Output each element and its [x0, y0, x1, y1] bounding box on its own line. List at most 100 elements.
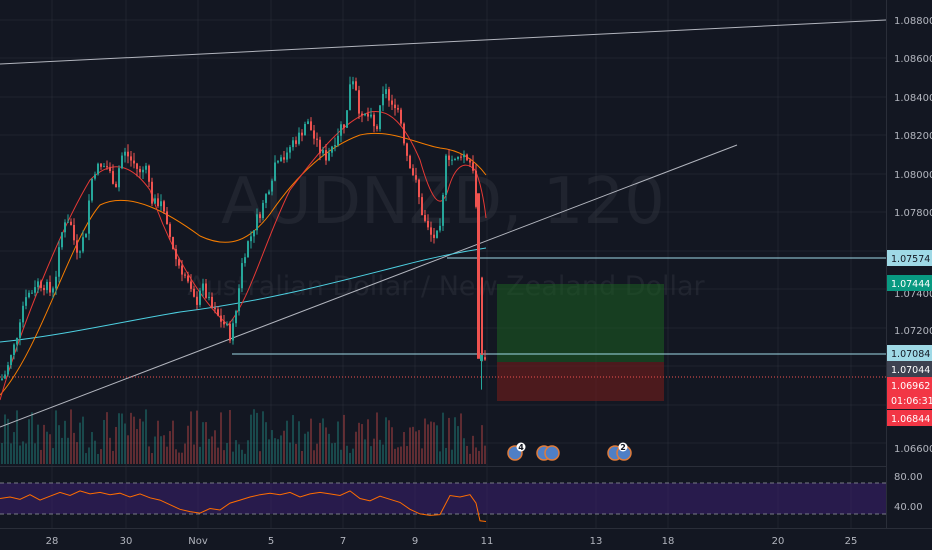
volume-bar — [79, 422, 81, 464]
position-tool[interactable] — [497, 284, 664, 401]
candle-body — [103, 166, 105, 168]
volume-bar — [202, 422, 204, 464]
price-tick: 1.07400 — [894, 289, 932, 300]
volume-bar — [13, 432, 15, 464]
candle-body — [361, 113, 363, 116]
volume-bar — [112, 450, 114, 464]
volume-bar — [73, 432, 75, 464]
volume-bar — [454, 417, 456, 464]
candle-body — [226, 323, 228, 325]
candle-body — [466, 154, 468, 161]
stop-zone[interactable] — [497, 362, 664, 401]
candle-body — [304, 123, 306, 136]
candle-body — [397, 108, 399, 110]
volume-bar — [271, 430, 273, 464]
candle-body — [433, 234, 435, 238]
candle-body — [259, 214, 261, 219]
volume-bar — [106, 412, 108, 464]
price-tags[interactable]: 1.07574 1.07444 1.07084 1.07044 1.06962 … — [887, 250, 932, 426]
candle-body — [178, 259, 180, 266]
candle-body — [232, 323, 234, 341]
candle-body — [106, 166, 108, 168]
volume-bar — [262, 411, 264, 464]
volume-bar — [19, 445, 21, 464]
candle-body — [448, 155, 450, 160]
candle-body — [268, 191, 270, 195]
candle-body — [442, 194, 444, 226]
candle-body — [190, 281, 192, 289]
target-zone[interactable] — [497, 284, 664, 362]
volume-bar — [226, 443, 228, 464]
event-badges[interactable]: 4 2 — [507, 442, 632, 461]
level-2-tag-label: 1.07084 — [891, 349, 930, 360]
candle-body — [480, 354, 483, 361]
candle-body — [295, 140, 297, 144]
candle-body — [409, 155, 411, 169]
level-1-tag[interactable] — [887, 250, 932, 266]
candle-body — [202, 283, 204, 291]
volume-bar — [286, 420, 288, 464]
candle-body — [256, 214, 258, 231]
volume-bar — [352, 448, 354, 464]
price-tick: 1.08200 — [894, 131, 932, 142]
bar-countdown: 01:06:31 — [891, 396, 932, 407]
candle-body — [313, 130, 315, 139]
price-axis[interactable]: 1.08800 1.08600 1.08400 1.08200 1.08000 … — [894, 16, 932, 513]
calendar-event-icon[interactable] — [544, 445, 560, 461]
volume-bar — [184, 443, 186, 464]
volume-bar — [205, 422, 207, 464]
candle-body — [40, 281, 42, 288]
lower-trendline[interactable] — [0, 144, 738, 428]
candle-body — [406, 143, 408, 156]
candle-body — [436, 230, 438, 238]
time-tick: 5 — [268, 536, 274, 547]
candle-body — [10, 355, 12, 366]
level-2-tag[interactable] — [887, 345, 932, 361]
candle-body — [13, 344, 15, 356]
volume-bar — [76, 442, 78, 464]
upper-trendline[interactable] — [0, 19, 887, 65]
volume-bar — [331, 443, 333, 464]
candle-body — [220, 315, 222, 322]
volume-bar — [298, 421, 300, 464]
volume-bar — [196, 410, 198, 464]
volume-bar — [277, 439, 279, 464]
candle-body — [217, 309, 219, 316]
volume-bar — [46, 431, 48, 464]
event-badge[interactable]: 4 — [507, 442, 526, 461]
volume-bar — [433, 422, 435, 464]
stop-tag[interactable] — [887, 410, 932, 426]
candle-body — [19, 322, 21, 338]
candle-body — [22, 305, 24, 323]
volume-bar — [223, 450, 225, 464]
event-badge[interactable]: 2 — [616, 442, 632, 461]
candle-body — [118, 168, 120, 188]
volume-bar — [349, 452, 351, 464]
volume-bar — [328, 433, 330, 464]
candle-body — [127, 151, 129, 157]
candle-body — [163, 201, 165, 212]
volume-bar — [34, 443, 36, 464]
volume-bar — [442, 412, 444, 464]
candle-body — [229, 323, 231, 341]
volume-bar — [172, 420, 174, 464]
time-axis[interactable]: 28 30 Nov 5 7 9 11 13 18 20 25 — [46, 536, 858, 547]
volume-bar — [31, 412, 33, 464]
candle-body — [463, 154, 465, 158]
candle-body — [421, 197, 423, 216]
last-price-tag[interactable] — [887, 361, 932, 377]
candle-body — [292, 140, 294, 148]
candle-body — [109, 167, 111, 172]
volume-bar — [235, 440, 237, 464]
candle-body — [172, 236, 174, 250]
target-tag[interactable] — [887, 275, 932, 291]
candle-body — [460, 156, 462, 158]
volume-bar — [244, 453, 246, 464]
current-price-tag[interactable] — [887, 377, 932, 409]
candle-body — [394, 104, 396, 109]
volume-bars — [1, 409, 486, 464]
drawings[interactable] — [0, 19, 887, 428]
candle-body — [430, 227, 432, 235]
candle-body — [331, 146, 333, 153]
